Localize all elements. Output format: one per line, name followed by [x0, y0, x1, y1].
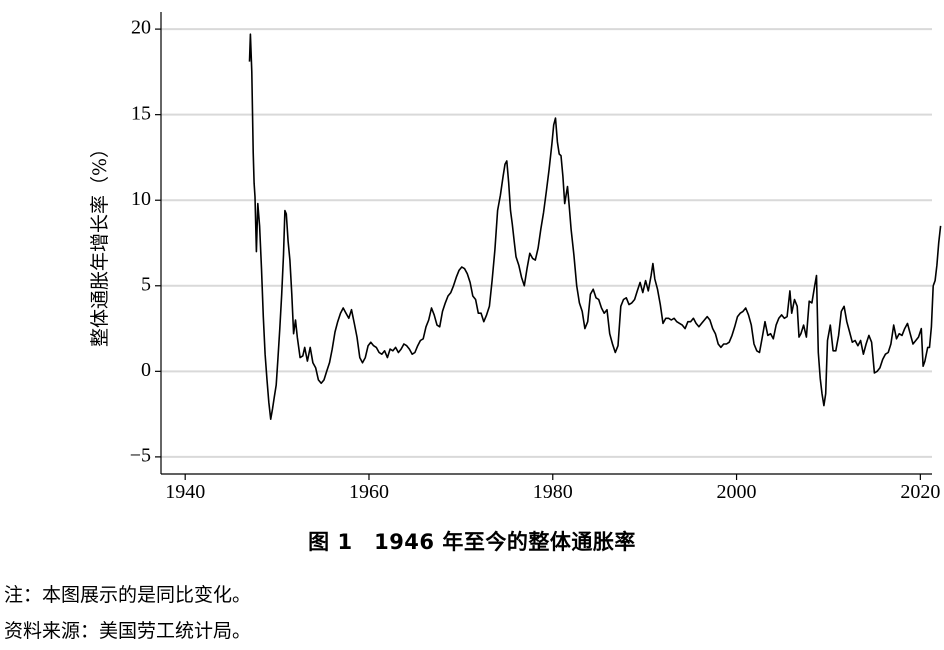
line-chart: −5 0 5 10 15 20 1940 1960 1980 2000 2020 整体通胀年增长率（… — [89, 12, 942, 503]
figure-caption: 图 1 1946 年至今的整体通胀率 — [308, 530, 636, 554]
data-source-note: 资料来源：美国劳工统计局。 — [4, 620, 252, 642]
y-axis-label: 整体通胀年增长率（%） — [89, 139, 111, 347]
gridlines — [161, 28, 932, 458]
axes — [160, 12, 932, 475]
y-tick-label: 10 — [131, 188, 151, 210]
figure-note: 注：本图展示的是同比变化。 — [4, 584, 252, 606]
inflation-series-line — [248, 33, 942, 420]
x-tick-label: 2020 — [900, 481, 940, 503]
y-tick-label: 15 — [131, 102, 151, 124]
y-tick-label: 20 — [131, 17, 151, 39]
x-tick-label: 1960 — [349, 481, 389, 503]
ticks: −5 0 5 10 15 20 1940 1960 1980 2000 2020 — [130, 17, 941, 503]
x-tick-label: 1940 — [165, 481, 205, 503]
x-tick-label: 1980 — [533, 481, 573, 503]
series-layer — [248, 33, 942, 420]
y-tick-label: 5 — [141, 273, 151, 295]
x-tick-label: 2000 — [717, 481, 757, 503]
y-tick-label: 0 — [141, 359, 151, 381]
y-tick-label: −5 — [130, 444, 151, 466]
